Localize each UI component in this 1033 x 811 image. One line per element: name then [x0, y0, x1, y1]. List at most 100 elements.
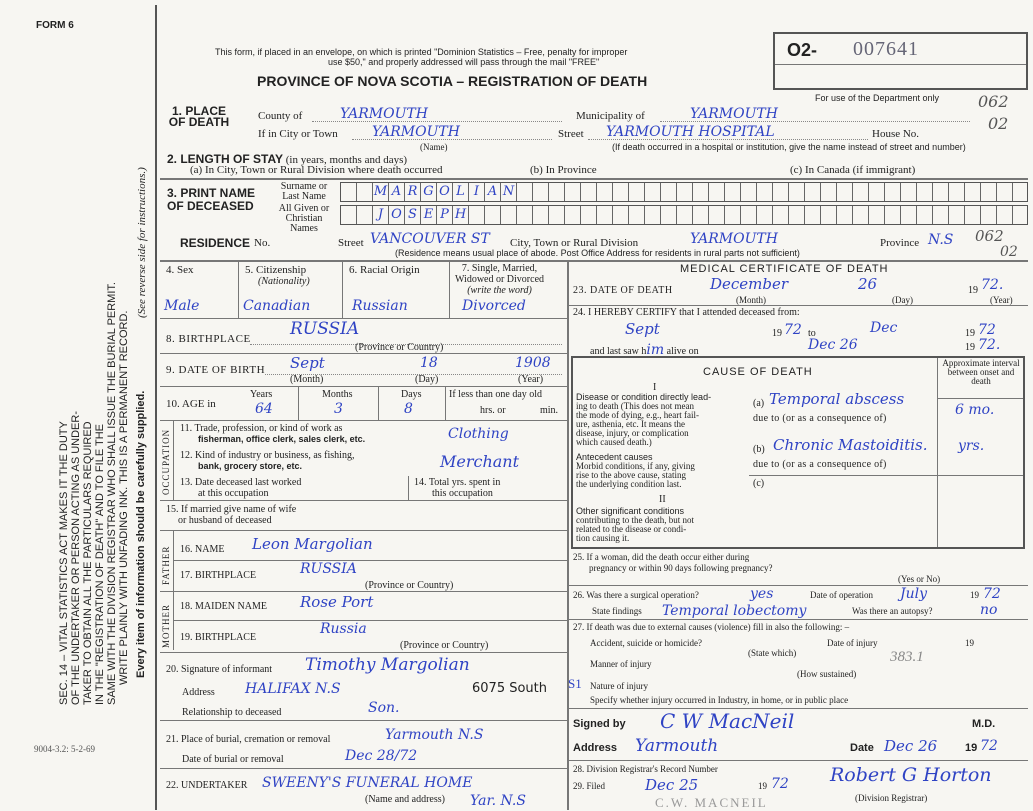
name-letter-box[interactable]: [485, 206, 501, 224]
name-letter-box[interactable]: [549, 183, 565, 201]
name-letter-box[interactable]: [613, 206, 629, 224]
name-letter-box[interactable]: [469, 206, 485, 224]
name-letter-box[interactable]: N: [501, 183, 517, 201]
name-letter-box[interactable]: [533, 206, 549, 224]
name-letter-box[interactable]: [821, 206, 837, 224]
residence-province: N.S: [928, 232, 954, 248]
name-letter-box[interactable]: [709, 206, 725, 224]
name-letter-box[interactable]: [357, 183, 373, 201]
name-letter-box[interactable]: [693, 183, 709, 201]
name-letter-box[interactable]: [933, 206, 949, 224]
name-letter-box[interactable]: [517, 183, 533, 201]
q14-label: this occupation: [432, 488, 493, 499]
name-letter-box[interactable]: [741, 206, 757, 224]
informant-signature: Timothy Margolian: [305, 655, 470, 675]
name-letter-box[interactable]: [597, 206, 613, 224]
name-letter-box[interactable]: [693, 206, 709, 224]
name-letter-box[interactable]: [997, 183, 1013, 201]
name-letter-box[interactable]: [805, 206, 821, 224]
name-letter-box[interactable]: [341, 206, 357, 224]
antecedent-text: Morbid conditions, if any, giving: [576, 461, 695, 471]
name-letter-box[interactable]: [709, 183, 725, 201]
name-letter-box[interactable]: [501, 206, 517, 224]
name-letter-box[interactable]: [789, 183, 805, 201]
name-letter-box[interactable]: [725, 206, 741, 224]
statute-line: IN THE "REGISTRATION OF DEATH" AND TO FI…: [94, 423, 106, 705]
name-letter-box[interactable]: [869, 183, 885, 201]
name-letter-box[interactable]: [917, 206, 933, 224]
name-letter-box[interactable]: [645, 183, 661, 201]
name-letter-box[interactable]: [357, 206, 373, 224]
name-letter-box[interactable]: [757, 206, 773, 224]
name-letter-box[interactable]: [789, 206, 805, 224]
name-letter-box[interactable]: [677, 206, 693, 224]
name-letter-box[interactable]: [821, 183, 837, 201]
name-letter-box[interactable]: [517, 206, 533, 224]
name-letter-box[interactable]: [885, 206, 901, 224]
name-letter-box[interactable]: [549, 206, 565, 224]
name-letter-box[interactable]: [725, 183, 741, 201]
name-letter-box[interactable]: [997, 206, 1013, 224]
name-letter-box[interactable]: [757, 183, 773, 201]
name-letter-box[interactable]: H: [453, 206, 469, 224]
name-letter-box[interactable]: [981, 183, 997, 201]
century: 19: [968, 285, 978, 296]
name-letter-box[interactable]: E: [421, 206, 437, 224]
name-letter-box[interactable]: A: [485, 183, 501, 201]
name-letter-box[interactable]: [341, 183, 357, 201]
name-letter-box[interactable]: [613, 183, 629, 201]
name-letter-box[interactable]: [341, 201, 357, 202]
name-letter-box[interactable]: [805, 183, 821, 201]
cause-of-death-box: CAUSE OF DEATH Approximate interval betw…: [571, 356, 1025, 549]
name-letter-box[interactable]: L: [453, 183, 469, 201]
name-letter-box[interactable]: [837, 183, 853, 201]
name-letter-box[interactable]: [981, 206, 997, 224]
dept-code: 02: [988, 114, 1009, 133]
name-letter-box[interactable]: [949, 206, 965, 224]
name-letter-box[interactable]: [677, 183, 693, 201]
name-letter-box[interactable]: [565, 206, 581, 224]
last-seen-year: 72.: [978, 337, 1001, 353]
name-letter-box[interactable]: J: [373, 206, 389, 224]
name-letter-box[interactable]: [853, 206, 869, 224]
name-letter-box[interactable]: [533, 183, 549, 201]
name-letter-box[interactable]: [885, 183, 901, 201]
name-letter-box[interactable]: [949, 183, 965, 201]
name-letter-box[interactable]: [661, 206, 677, 224]
name-letter-box[interactable]: [629, 206, 645, 224]
name-letter-box[interactable]: [341, 224, 357, 225]
name-letter-box[interactable]: O: [389, 206, 405, 224]
last-saw-him: im: [646, 342, 665, 358]
name-letter-box[interactable]: [917, 183, 933, 201]
name-letter-box[interactable]: [901, 206, 917, 224]
name-letter-box[interactable]: [901, 183, 917, 201]
name-letter-box[interactable]: S: [405, 206, 421, 224]
name-letter-box[interactable]: P: [437, 206, 453, 224]
name-letter-box[interactable]: [837, 206, 853, 224]
name-letter-box[interactable]: [965, 206, 981, 224]
name-letter-box[interactable]: R: [405, 183, 421, 201]
name-letter-box[interactable]: [597, 183, 613, 201]
name-letter-box[interactable]: [869, 206, 885, 224]
name-letter-box[interactable]: [645, 206, 661, 224]
name-letter-box[interactable]: M: [373, 183, 389, 201]
name-letter-box[interactable]: [965, 183, 981, 201]
name-letter-box[interactable]: [741, 183, 757, 201]
name-letter-box[interactable]: [629, 183, 645, 201]
name-letter-box[interactable]: [581, 183, 597, 201]
name-letter-box[interactable]: A: [389, 183, 405, 201]
name-letter-box[interactable]: [565, 183, 581, 201]
name-letter-box[interactable]: O: [437, 183, 453, 201]
name-letter-box[interactable]: [773, 183, 789, 201]
name-letter-box[interactable]: [773, 206, 789, 224]
mother-maiden-name: Rose Port: [300, 593, 374, 611]
name-letter-box[interactable]: [933, 183, 949, 201]
name-letter-box[interactable]: I: [469, 183, 485, 201]
name-letter-box[interactable]: [661, 183, 677, 201]
certify-label: 24. I HEREBY CERTIFY that I attended dec…: [573, 307, 800, 318]
name-letter-box[interactable]: G: [421, 183, 437, 201]
name-letter-box[interactable]: [581, 206, 597, 224]
name-letter-box[interactable]: [853, 183, 869, 201]
